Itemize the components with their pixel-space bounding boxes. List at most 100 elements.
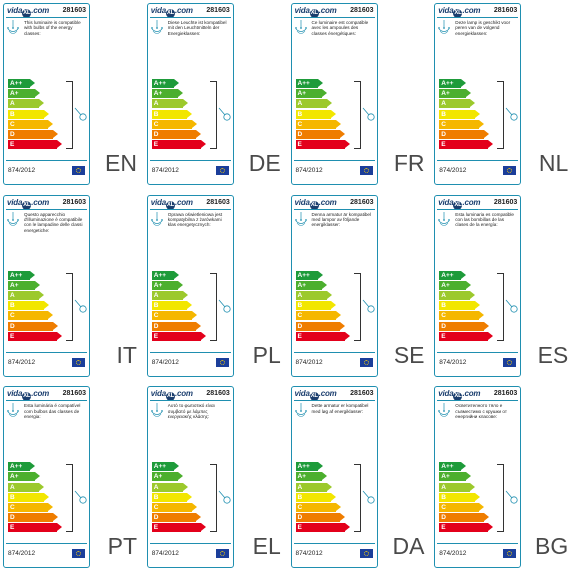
energy-class-bar: C: [295, 311, 341, 321]
regulation-number: 874/2012: [8, 358, 36, 366]
divider: [6, 17, 87, 18]
bulb-icon: [505, 107, 518, 121]
divider: [149, 543, 231, 545]
divider: [437, 160, 519, 161]
energy-label-card: vidaXL.com 281603 Осветителното тяло е с…: [434, 386, 522, 569]
energy-class-bar: A+: [439, 89, 471, 99]
eu-flag-icon: [359, 549, 373, 559]
energy-class-bar: A+: [8, 89, 39, 99]
divider: [437, 400, 519, 402]
energy-class-bar: B: [8, 492, 48, 502]
bulb-icon: [362, 299, 375, 313]
energy-class-bar: E: [439, 523, 494, 533]
energy-class-bar: A++: [295, 270, 323, 280]
energy-class-bar: E: [295, 523, 350, 533]
compatibility-text: Ce luminaire est compatible avec les amp…: [311, 20, 369, 36]
bulb-icon: [74, 299, 87, 313]
energy-class-bar: E: [295, 331, 350, 341]
eu-flag-icon: [72, 549, 85, 559]
product-code: 281603: [206, 390, 230, 398]
eu-flag-icon: [215, 549, 229, 559]
energy-label-cell: vidaXL.com 281603 Denna armatur är kompa…: [288, 192, 431, 383]
energy-class-bar: A+: [151, 89, 183, 99]
energy-class-bar: A: [439, 482, 476, 492]
product-code: 281603: [206, 7, 230, 14]
divider: [293, 543, 375, 545]
chandelier-icon: [438, 20, 451, 34]
chandelier-icon: [294, 211, 307, 226]
language-code: NL: [538, 150, 569, 176]
energy-class-scale: A++ A+ A B C D E: [151, 79, 206, 150]
language-code: PT: [107, 533, 137, 560]
regulation-number: 874/2012: [8, 550, 36, 558]
vidaxl-logo: vidaXL.com: [294, 197, 337, 210]
language-code: FR: [393, 150, 425, 176]
divider: [149, 17, 231, 18]
language-code: ES: [537, 341, 569, 368]
compatibility-text: Deze lamp is geschikt voor peren van de …: [455, 20, 511, 36]
energy-class-bar: D: [151, 513, 201, 523]
product-code: 281603: [350, 390, 374, 398]
regulation-number: 874/2012: [151, 550, 179, 558]
chandelier-icon: [438, 211, 451, 226]
energy-class-bar: C: [8, 119, 53, 129]
energy-label-card: vidaXL.com 281603 Esta luminaria es comp…: [434, 194, 522, 377]
vidaxl-logo: vidaXL.com: [7, 389, 50, 402]
class-range-bracket: [209, 464, 217, 533]
energy-label-card: vidaXL.com 281603 Esta luminária é compa…: [3, 386, 90, 569]
chandelier-icon: [7, 20, 19, 34]
product-code: 281603: [206, 198, 230, 206]
compatibility-text: Αυτό το φωτιστικό είναι συμβατό με λάμπε…: [167, 403, 215, 419]
energy-class-bar: D: [439, 513, 489, 523]
divider: [6, 351, 87, 353]
chandelier-icon: [150, 211, 163, 226]
regulation-number: 874/2012: [295, 550, 323, 558]
compatibility-text: Esta luminaria es compatible con las bom…: [455, 211, 514, 228]
divider: [149, 400, 231, 402]
vidaxl-logo: vidaXL.com: [7, 197, 50, 210]
language-code: EN: [105, 150, 137, 176]
bulb-icon: [218, 299, 231, 313]
energy-class-bar: A++: [8, 79, 35, 88]
vidaxl-logo: vidaXL.com: [438, 6, 481, 18]
class-range-bracket: [497, 81, 505, 149]
energy-class-bar: E: [151, 523, 206, 533]
divider: [293, 160, 375, 161]
energy-class-bar: C: [295, 502, 341, 512]
product-code: 281603: [62, 7, 86, 14]
energy-class-bar: A++: [151, 462, 179, 472]
eu-flag-icon: [503, 357, 517, 367]
energy-class-bar: D: [295, 321, 345, 331]
energy-class-scale: A++ A+ A B C D E: [439, 462, 494, 533]
energy-class-bar: A+: [295, 472, 327, 482]
energy-class-bar: A: [151, 99, 188, 109]
regulation-number: 874/2012: [295, 167, 323, 174]
product-code: 281603: [62, 390, 86, 398]
divider: [293, 351, 375, 353]
chandelier-icon: [7, 211, 19, 226]
divider: [437, 17, 519, 18]
energy-class-bar: A+: [439, 280, 471, 290]
compatibility-text: This luminaire is compatible with bulbs …: [24, 20, 81, 36]
energy-class-bar: A++: [151, 270, 179, 280]
energy-label-cell: vidaXL.com 281603 Oprawa oświetleniowa j…: [144, 192, 287, 383]
divider: [293, 17, 375, 18]
chandelier-icon: [150, 20, 163, 34]
bulb-icon: [505, 490, 518, 504]
compatibility-text: Oprawa oświetleniowa jest kompatybilna z…: [167, 211, 223, 228]
energy-class-bar: A++: [295, 79, 323, 88]
class-range-bracket: [209, 81, 217, 149]
eu-flag-icon: [215, 166, 229, 175]
divider: [149, 160, 231, 161]
energy-class-bar: A: [295, 290, 332, 300]
energy-label-card: vidaXL.com 281603 Oprawa oświetleniowa j…: [146, 194, 234, 377]
chandelier-icon: [438, 403, 451, 417]
product-code: 281603: [350, 7, 374, 14]
energy-class-scale: A++ A+ A B C D E: [295, 270, 350, 342]
regulation-number: 874/2012: [439, 358, 467, 366]
compatibility-text: Questo apparecchio d'illuminazione è com…: [24, 211, 83, 233]
energy-class-bar: A: [151, 290, 188, 300]
energy-label-cell: vidaXL.com 281603 Dette armatur er kompa…: [288, 383, 431, 574]
energy-class-bar: C: [295, 119, 341, 129]
eu-flag-icon: [72, 357, 85, 367]
